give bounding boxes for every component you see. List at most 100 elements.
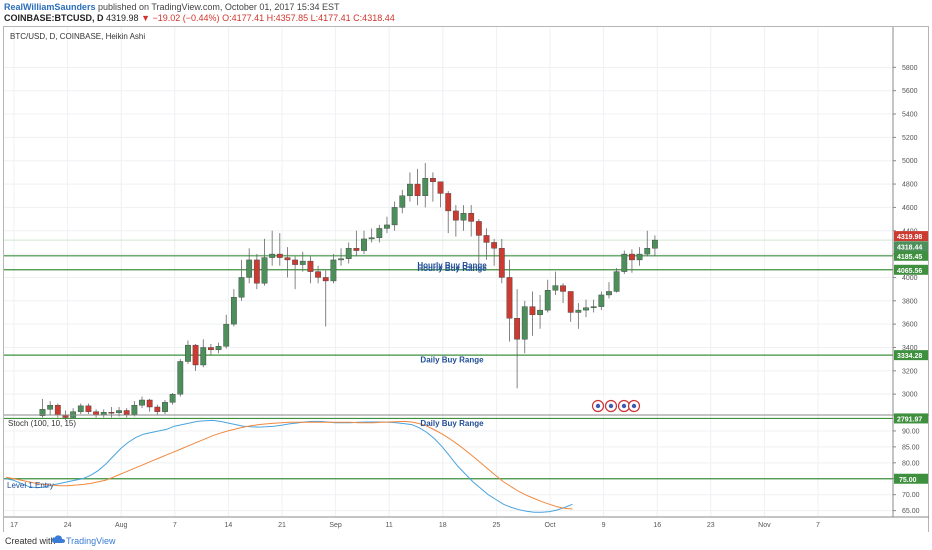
tradingview-link[interactable]: TradingView xyxy=(66,536,116,546)
candle-body xyxy=(376,228,383,238)
hourly-buy-range-label: Hourly Buy Range xyxy=(417,264,487,273)
event-flag-dot xyxy=(631,403,637,409)
candle-body xyxy=(652,239,658,249)
candle-body xyxy=(368,237,375,240)
candle-body xyxy=(169,393,176,403)
candle-body xyxy=(391,207,398,226)
last-price-tag xyxy=(894,231,928,242)
last-price-tag xyxy=(894,241,928,252)
x-tick-label: 9 xyxy=(602,522,606,529)
candle-body xyxy=(498,248,505,278)
candle-body xyxy=(253,259,260,284)
candle-body xyxy=(552,285,559,291)
y-tick-label: 5600 xyxy=(902,88,918,95)
candle-body xyxy=(131,405,138,415)
y-tick-label: 90.00 xyxy=(902,428,920,435)
level-price-tag xyxy=(894,413,928,424)
x-tick-label: 24 xyxy=(64,522,72,529)
x-tick-label: 23 xyxy=(707,522,715,529)
y-tick-label: 3200 xyxy=(902,368,918,375)
x-tick-label: Sep xyxy=(329,522,342,529)
candle-body xyxy=(353,248,360,251)
x-tick-label: 21 xyxy=(278,522,286,529)
candle-body xyxy=(475,221,482,236)
candle-body xyxy=(246,259,253,278)
event-flag-dot xyxy=(595,403,601,409)
footer: Created with TradingView xyxy=(0,532,932,550)
candle-body xyxy=(154,406,161,412)
stoch-line-k xyxy=(5,419,573,513)
annotations: Daily Buy Range Daily Buy Range Hourly Buy… xyxy=(7,261,641,490)
candle-body xyxy=(621,253,628,272)
candle-body xyxy=(636,253,643,261)
y-tick-label: 85.00 xyxy=(902,444,920,451)
x-tick-label: 18 xyxy=(439,522,447,529)
tradingview-cloud-icon xyxy=(52,535,65,546)
level-price-tag xyxy=(894,350,928,361)
candle-body xyxy=(330,259,337,282)
candle-body xyxy=(47,405,54,410)
candle-body xyxy=(292,259,299,265)
event-flag-dot xyxy=(621,403,627,409)
candle-body xyxy=(422,178,429,196)
candle-body xyxy=(116,410,122,414)
y-tick-label: 4000 xyxy=(902,275,918,282)
candle-body xyxy=(208,347,214,351)
chart-title: BTC/USD, D, COINBASE, Heikin Ashi xyxy=(10,32,145,41)
candle-body xyxy=(445,193,452,212)
candle-body xyxy=(560,285,566,292)
candle-body xyxy=(269,253,276,258)
candle-body xyxy=(544,290,551,311)
level-price-label: 4065.56 xyxy=(897,268,922,275)
level-price-label: 4185.45 xyxy=(897,254,922,261)
y-tick-label: 3800 xyxy=(902,298,918,305)
candle-body xyxy=(177,361,184,395)
ohlc-values: O:4177.41 H:4357.85 L:4177.41 C:4318.44 xyxy=(222,13,395,23)
candle-body xyxy=(537,309,543,315)
published-text: published on TradingView.com, October 01… xyxy=(97,2,340,12)
candle-body xyxy=(468,213,475,222)
candle-body xyxy=(62,414,69,418)
candle-body xyxy=(315,271,321,278)
candle-body xyxy=(452,210,459,221)
event-flag-dot xyxy=(608,403,614,409)
candle-body xyxy=(361,238,367,251)
candle-body xyxy=(483,235,490,243)
x-tick-label: Nov xyxy=(758,522,771,529)
publish-header: RealWilliamSaunders published on Trading… xyxy=(0,0,932,26)
candle-body xyxy=(613,271,620,292)
candle-body xyxy=(238,277,245,298)
stochastic-panel xyxy=(4,419,893,513)
y-tick-label: 4800 xyxy=(902,182,918,189)
candle-body xyxy=(414,183,421,196)
buy-range-label: Daily Buy Range xyxy=(420,419,484,428)
y-tick-label: 4600 xyxy=(902,205,918,212)
candle-body xyxy=(39,409,46,416)
author-link[interactable]: RealWilliamSaunders xyxy=(4,2,96,12)
x-tick-label: 16 xyxy=(653,522,661,529)
candle-body xyxy=(529,306,536,315)
y-tick-label: 5200 xyxy=(902,135,918,142)
last-price-label: 4319.98 xyxy=(897,234,922,241)
level-1-entry-label: Level 1 Entry xyxy=(7,481,54,490)
candle-body xyxy=(437,181,444,194)
candle-body xyxy=(345,248,352,259)
candle-body xyxy=(338,258,344,261)
x-tick-label: 11 xyxy=(386,522,393,529)
y-tick-label: 80.00 xyxy=(902,460,920,467)
candle-body xyxy=(139,399,145,406)
y-tick-label: 65.00 xyxy=(902,508,920,515)
candle-body xyxy=(598,294,605,307)
candle-body xyxy=(223,323,230,347)
candle-body xyxy=(299,260,306,265)
candle-body xyxy=(629,253,635,261)
level-price-label: 3334.28 xyxy=(897,353,922,360)
candle-body xyxy=(590,306,597,308)
candle-body xyxy=(506,277,513,319)
candle-body xyxy=(230,297,237,325)
candle-body xyxy=(77,405,84,412)
candle-body xyxy=(384,224,390,229)
x-tick-label: Oct xyxy=(545,522,556,529)
candle-body xyxy=(606,291,612,296)
